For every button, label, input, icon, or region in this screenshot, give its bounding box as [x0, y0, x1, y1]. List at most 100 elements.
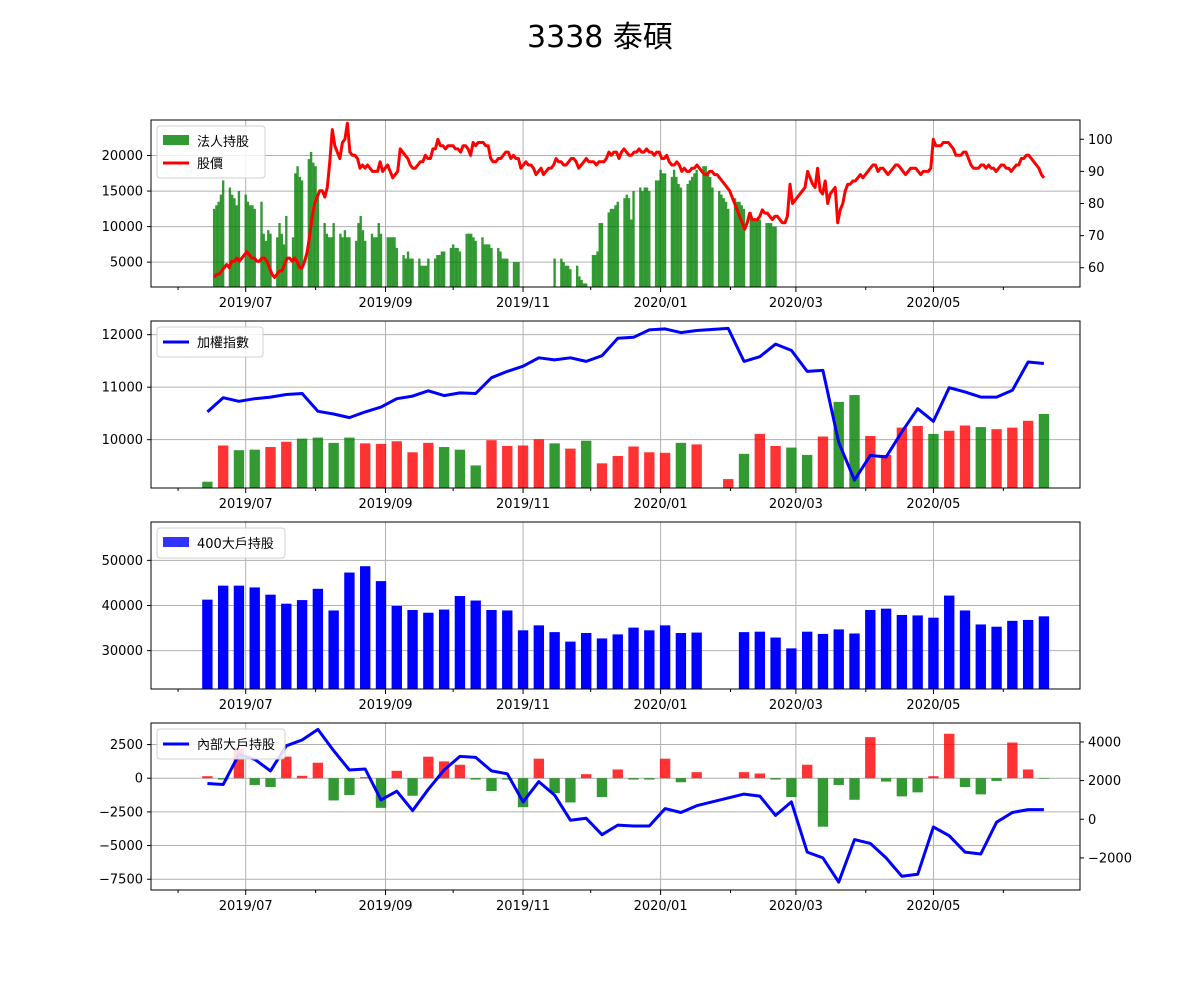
- bar: [360, 443, 371, 488]
- bar-法人持股: [663, 173, 667, 287]
- bar: [296, 438, 308, 488]
- bar-法人持股: [596, 251, 599, 287]
- bar: [880, 454, 892, 488]
- bar-法人持股: [503, 258, 507, 287]
- x-tick-label: 2019/07: [219, 899, 273, 914]
- bar-法人持股: [228, 187, 232, 287]
- bar: [975, 427, 986, 488]
- bar-法人持股: [625, 194, 628, 287]
- bar-法人持股: [709, 176, 712, 287]
- bar: [801, 631, 813, 689]
- bar-法人持股: [512, 262, 516, 287]
- series-line-股價: [212, 121, 1046, 279]
- bar: [628, 778, 639, 780]
- x-tick-label: 2019/09: [358, 698, 412, 713]
- legend-label: 400大戶持股: [197, 537, 274, 552]
- bar-法人持股: [361, 230, 365, 287]
- bar-法人持股: [774, 226, 777, 287]
- bar-法人持股: [641, 191, 644, 287]
- bar: [296, 600, 308, 689]
- bar: [375, 581, 387, 689]
- bar-法人持股: [359, 215, 362, 287]
- bar-法人持股: [675, 176, 678, 287]
- bar-法人持股: [736, 201, 739, 287]
- bar-法人持股: [348, 237, 351, 287]
- bar-法人持股: [627, 198, 631, 287]
- bar-法人持股: [769, 223, 773, 287]
- bar-法人持股: [465, 233, 468, 287]
- bar: [959, 425, 971, 488]
- bar-法人持股: [436, 255, 439, 287]
- bar-法人持股: [470, 233, 473, 287]
- bar: [786, 778, 797, 798]
- bar: [928, 617, 939, 689]
- bar: [233, 585, 245, 689]
- bar: [928, 776, 939, 779]
- bar-法人持股: [677, 183, 680, 287]
- y2-tick-label: 4000: [1088, 735, 1121, 750]
- bar-法人持股: [411, 258, 414, 287]
- legend-label: 內部大戶持股: [197, 738, 275, 753]
- bar-法人持股: [454, 247, 457, 287]
- bar-法人持股: [591, 255, 595, 287]
- bar: [581, 633, 592, 689]
- bar-法人持股: [661, 173, 665, 287]
- axes-frame: [150, 722, 1081, 891]
- y2-tick-label: 90: [1088, 165, 1105, 180]
- bar: [217, 778, 229, 780]
- x-tick-label: 2019/09: [358, 899, 412, 914]
- bar: [391, 605, 402, 689]
- bar: [391, 441, 402, 488]
- bar-法人持股: [598, 223, 601, 287]
- bar-法人持股: [560, 258, 563, 287]
- bar: [581, 774, 592, 779]
- bar: [407, 778, 418, 796]
- plot-area: [202, 566, 1050, 689]
- bar-法人持股: [614, 205, 617, 287]
- plot-area: [202, 727, 1050, 884]
- bar: [691, 632, 702, 689]
- bar-法人持股: [402, 255, 405, 287]
- bar: [865, 737, 876, 779]
- bar: [265, 778, 276, 787]
- bar-法人持股: [632, 191, 635, 287]
- bar: [880, 608, 892, 689]
- bar: [912, 615, 923, 689]
- bar: [423, 442, 434, 488]
- x-tick-label: 2020/03: [769, 497, 823, 512]
- bar: [817, 633, 829, 689]
- bar: [817, 778, 829, 827]
- bar-法人持股: [217, 201, 220, 287]
- bar-法人持股: [630, 219, 633, 287]
- bar: [801, 764, 813, 779]
- bar: [202, 481, 213, 488]
- bar-法人持股: [221, 180, 225, 287]
- bar-法人持股: [312, 162, 315, 287]
- bar: [833, 778, 844, 785]
- bar-法人持股: [580, 279, 583, 287]
- x-tick-label: 2020/01: [634, 899, 688, 914]
- bar: [644, 778, 655, 780]
- bar-法人持股: [276, 237, 279, 287]
- bar-法人持股: [233, 198, 236, 287]
- bar-法人持股: [296, 166, 299, 287]
- bar-法人持股: [316, 198, 320, 287]
- x-tick-label: 2019/11: [496, 698, 550, 713]
- bar: [233, 748, 245, 779]
- bar-法人持股: [341, 237, 344, 287]
- bar: [344, 572, 355, 689]
- bar-法人持股: [648, 191, 651, 287]
- bar: [217, 585, 229, 689]
- bar-法人持股: [212, 208, 216, 287]
- bar: [944, 430, 955, 488]
- x-tick-label: 2019/11: [496, 497, 550, 512]
- bar-法人持股: [251, 205, 254, 287]
- bar: [281, 603, 292, 689]
- bar-法人持股: [639, 187, 642, 287]
- bar-法人持股: [718, 191, 721, 287]
- bar: [959, 778, 971, 787]
- bar: [533, 625, 545, 689]
- bar: [470, 778, 481, 780]
- bar-法人持股: [427, 258, 430, 287]
- y-tick-label: 20000: [102, 149, 143, 164]
